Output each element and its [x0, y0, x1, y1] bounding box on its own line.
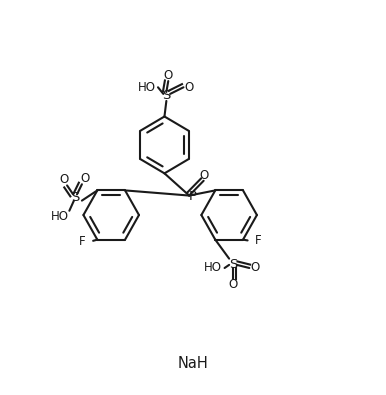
Text: NaH: NaH: [178, 356, 208, 371]
Text: O: O: [60, 173, 69, 186]
Text: F: F: [254, 234, 261, 247]
Text: O: O: [185, 81, 194, 94]
Text: S: S: [162, 88, 171, 102]
Text: O: O: [164, 69, 173, 82]
Text: HO: HO: [204, 261, 222, 275]
Text: F: F: [79, 235, 86, 248]
Text: S: S: [71, 191, 79, 204]
Text: HO: HO: [137, 81, 156, 94]
Text: O: O: [229, 278, 237, 291]
Text: O: O: [251, 261, 260, 275]
Text: O: O: [199, 169, 208, 182]
Text: S: S: [229, 258, 237, 271]
Text: O: O: [80, 172, 89, 185]
Text: HO: HO: [51, 210, 69, 223]
Text: P: P: [189, 190, 197, 203]
